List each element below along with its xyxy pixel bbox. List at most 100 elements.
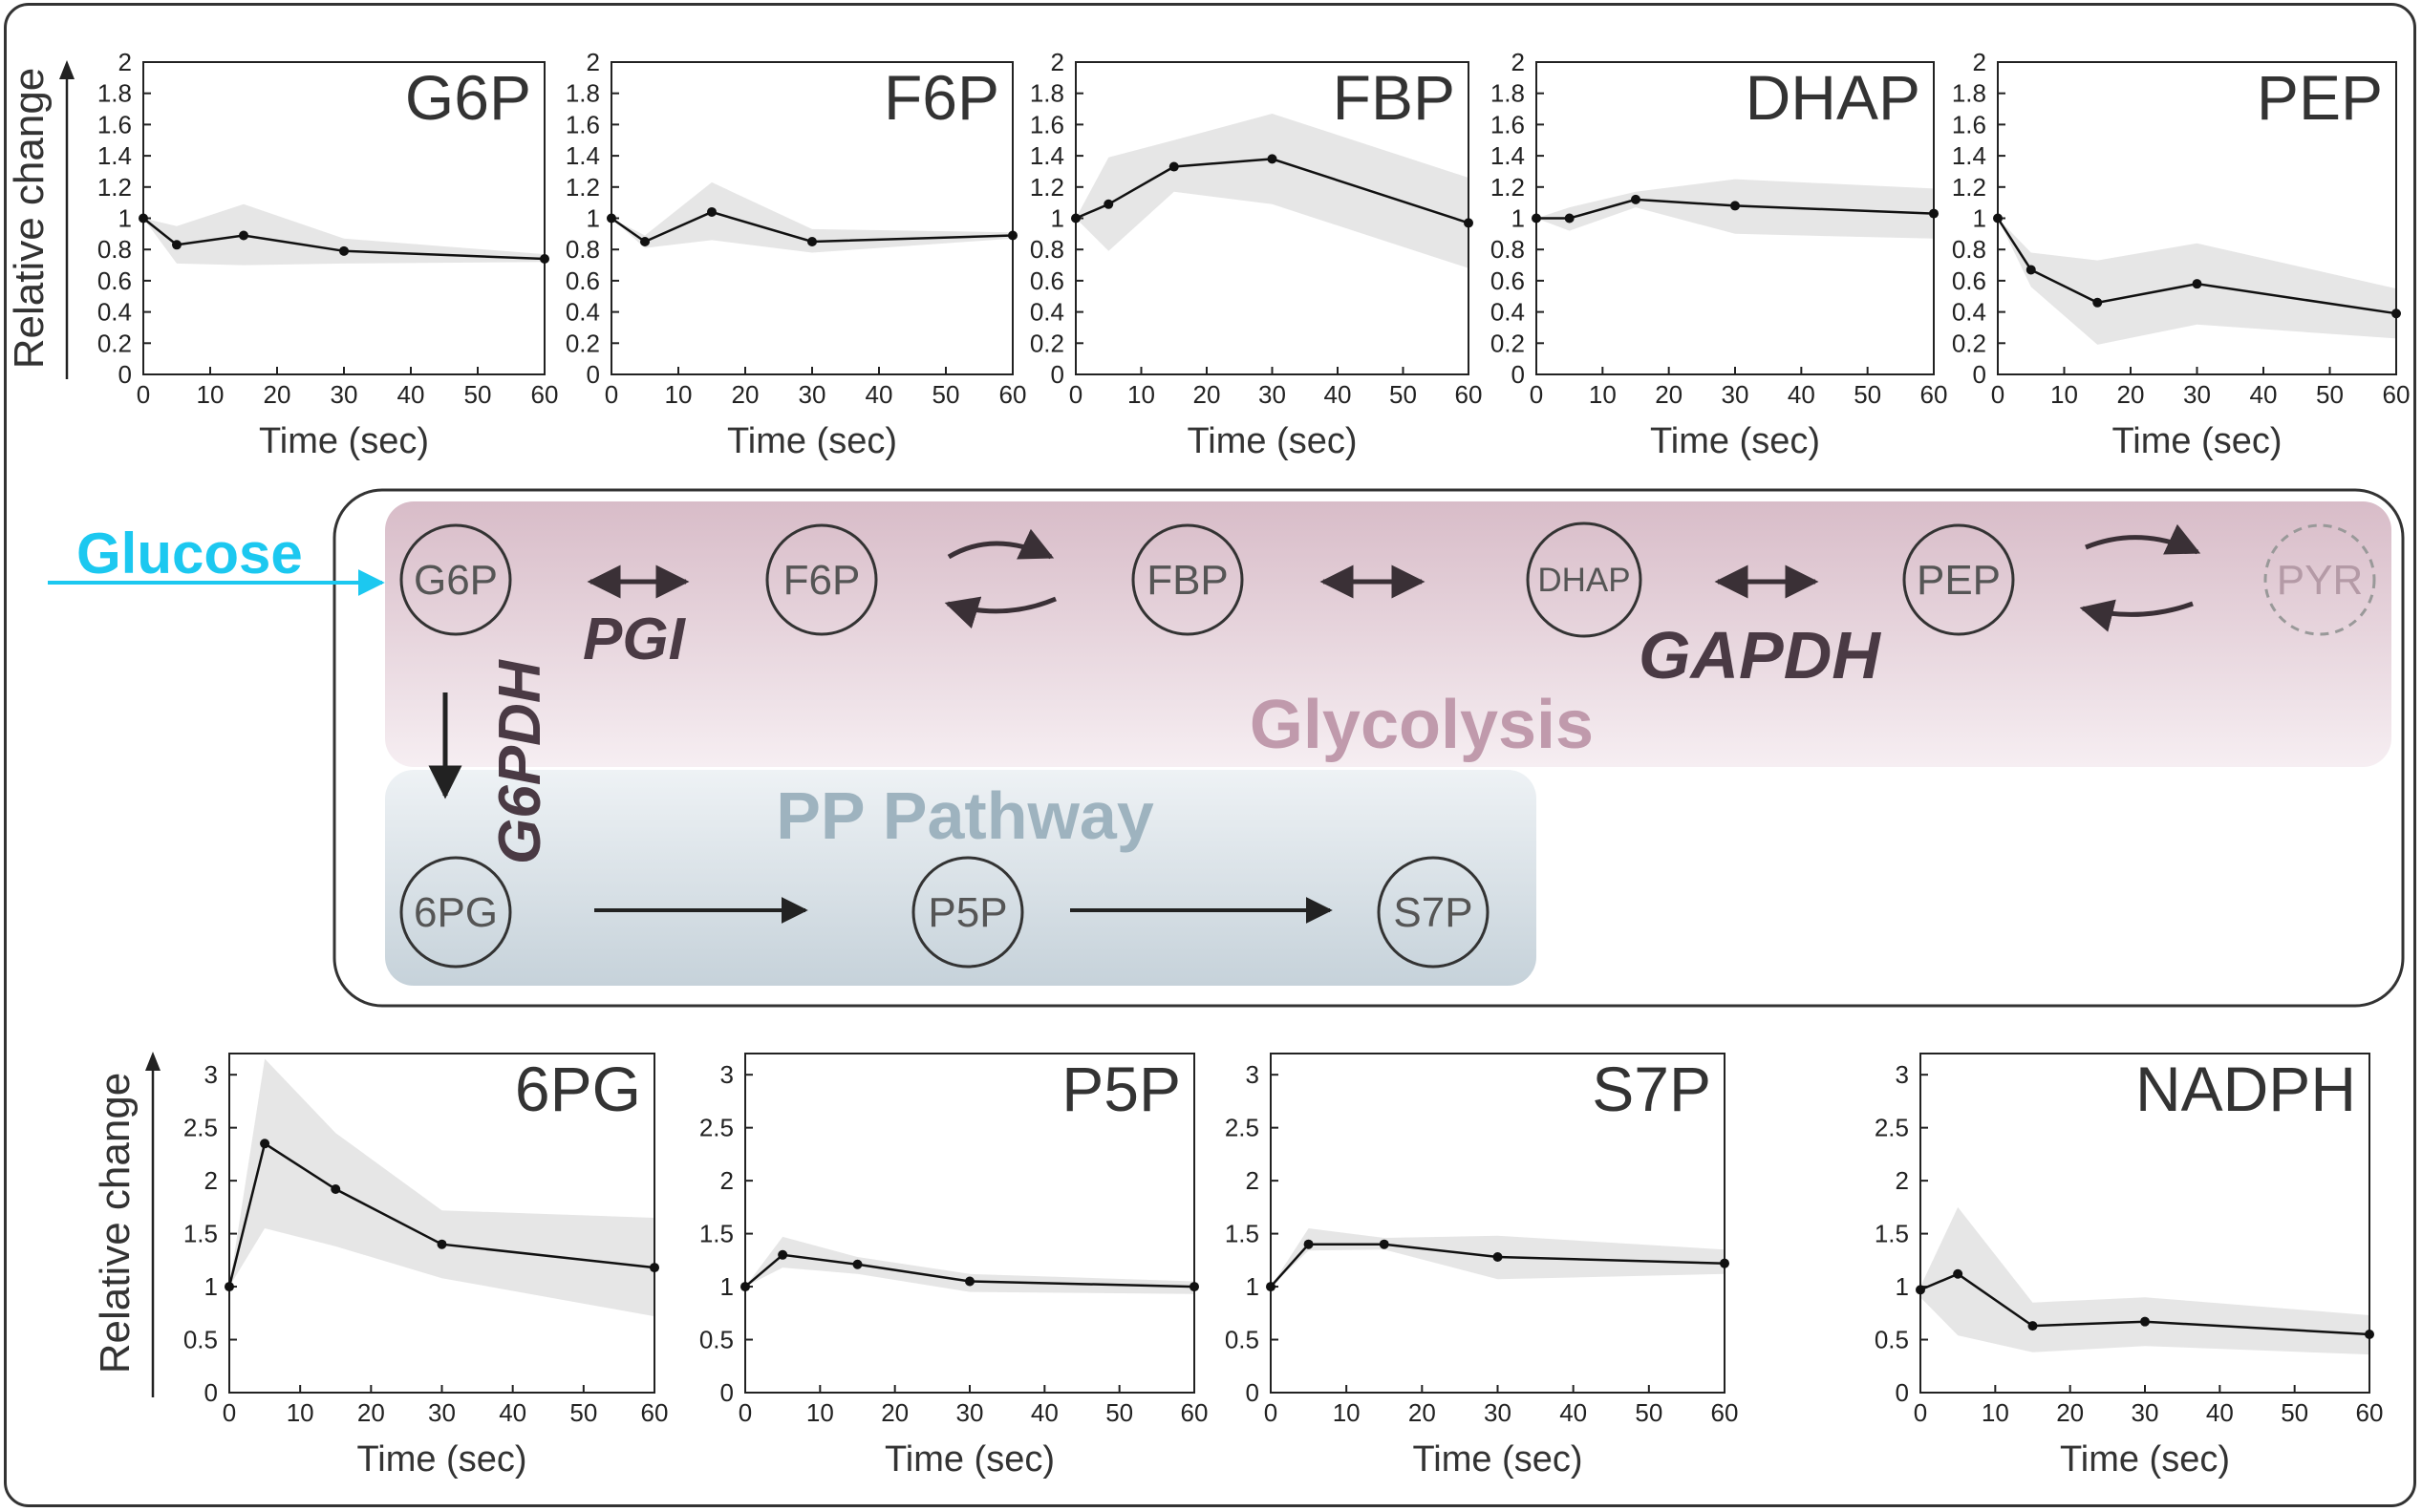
chart-p5p-xtick-label: 60 [1181,1398,1209,1427]
chart-p5p-point [965,1276,975,1287]
chart-fbp-ytick-label: 0 [1051,360,1064,389]
chart-6pg-ylabel: Relative change [92,1073,139,1374]
chart-g6p-ytick-label: 1.8 [97,79,132,108]
enzyme-pgi: PGI [583,607,687,672]
glycolysis-label: Glycolysis [1250,687,1594,763]
chart-nadph-xtick-label: 0 [1914,1398,1927,1427]
chart-f6p-xtick-label: 40 [866,380,893,409]
chart-f6p-xtick-label: 60 [999,380,1027,409]
chart-dhap-point [1631,194,1640,204]
chart-g6p-point [172,240,182,250]
chart-p5p-xtick-label: 10 [806,1398,834,1427]
chart-dhap-point [1929,208,1939,219]
chart-g6p-xtick-label: 40 [397,380,425,409]
chart-fbp-ytick-label: 1.8 [1030,79,1064,108]
glucose-label: Glucose [76,522,303,586]
chart-s7p-ytick-label: 1.5 [1225,1220,1259,1248]
chart-p5p-ytick-label: 0.5 [699,1326,734,1354]
chart-fbp-xlabel: Time (sec) [1187,421,1357,461]
chart-g6p-point [339,245,349,256]
chart-nadph-band [1920,1206,2369,1355]
chart-pep-ytick-label: 0 [1973,360,1986,389]
chart-f6p-ytick-label: 2 [587,48,600,76]
chart-6pg-xtick-label: 40 [499,1398,526,1427]
chart-nadph-ytick-label: 3 [1896,1060,1909,1089]
node-pyr-label: PYR [2277,557,2363,604]
chart-f6p-xtick-label: 0 [605,380,618,409]
chart-f6p-ytick-label: 0 [587,360,600,389]
chart-g6p-ytick-label: 0.2 [97,329,132,357]
chart-fbp-xtick-label: 60 [1455,380,1483,409]
chart-pep-ytick-label: 0.6 [1952,266,1986,295]
chart-g6p-ytick-label: 0.8 [97,235,132,264]
chart-pep-ytick-label: 1.6 [1952,110,1986,138]
chart-dhap-ytick-label: 0.4 [1490,298,1525,327]
chart-6pg-point [331,1184,341,1194]
chart-f6p: 0 10 20 30 40 50 6000.20.40.60.811.21.41.61.82… [566,48,1027,461]
node-pep: PEP [1902,523,2015,636]
chart-g6p-ytick-label: 0.4 [97,298,132,327]
chart-pep-point [2391,309,2401,319]
chart-nadph-point [2140,1316,2150,1327]
chart-fbp-xtick-label: 40 [1324,380,1352,409]
chart-s7p-point [1303,1239,1314,1249]
chart-6pg-band [229,1058,654,1317]
chart-g6p-band [143,203,545,266]
chart-nadph-point [2027,1321,2038,1331]
chart-6pg-point [225,1282,234,1292]
chart-p5p-point [1190,1282,1199,1292]
chart-p5p-xtick-label: 0 [739,1398,752,1427]
chart-pep-xtick-label: 0 [1991,380,2004,409]
chart-fbp-point [1168,161,1179,172]
chart-f6p-ytick-label: 1.2 [566,173,600,202]
chart-nadph-xtick-label: 60 [2356,1398,2384,1427]
chart-g6p-xtick-label: 10 [197,380,225,409]
chart-fbp-ytick-label: 0.6 [1030,266,1064,295]
chart-pep-point [2092,297,2103,308]
chart-dhap-ytick-label: 0.8 [1490,235,1525,264]
chart-s7p-xtick-label: 40 [1559,1398,1587,1427]
chart-p5p-ytick-label: 2.5 [699,1114,734,1142]
chart-g6p-ytick-label: 0 [118,360,132,389]
node-p5p: P5P [911,856,1024,969]
chart-fbp-title: FBP [1333,62,1455,133]
chart-dhap-ytick-label: 0.6 [1490,266,1525,295]
chart-nadph-title: NADPH [2135,1054,2356,1124]
node-g6p: G6P [399,523,512,636]
chart-6pg-xtick-label: 30 [428,1398,456,1427]
chart-pep-ytick-label: 0.2 [1952,329,1986,357]
node-pep-label: PEP [1917,557,2001,604]
chart-pep-point [2192,279,2202,289]
chart-g6p: 0 10 20 30 40 50 6000.20.40.60.811.21.41.61.82… [6,48,558,461]
chart-g6p-xtick-label: 0 [137,380,150,409]
chart-s7p-point [1379,1239,1389,1249]
chart-g6p-xtick-label: 20 [264,380,291,409]
chart-pep-point [1993,213,2003,224]
chart-dhap-xtick-label: 0 [1530,380,1543,409]
pp-pathway-label: PP Pathway [776,778,1154,853]
chart-dhap-xtick-label: 10 [1589,380,1617,409]
chart-s7p-ytick-label: 0 [1246,1378,1259,1407]
chart-p5p-point [778,1249,788,1260]
chart-nadph-ytick-label: 2 [1896,1166,1909,1195]
chart-g6p-yaxis-arrow-head [59,60,75,79]
chart-f6p-ytick-label: 0.6 [566,266,600,295]
chart-6pg-xtick-label: 10 [287,1398,314,1427]
chart-g6p-xtick-label: 50 [464,380,492,409]
chart-6pg-ytick-label: 0.5 [183,1326,218,1354]
chart-pep-ytick-label: 2 [1973,48,1986,76]
chart-p5p-point [852,1259,863,1269]
chart-s7p-point [1266,1282,1275,1292]
chart-nadph-ytick-label: 2.5 [1875,1114,1909,1142]
chart-6pg-xtick-label: 50 [569,1398,597,1427]
chart-s7p-title: S7P [1592,1054,1711,1124]
chart-dhap-ytick-label: 1.6 [1490,110,1525,138]
chart-s7p-ytick-label: 2.5 [1225,1114,1259,1142]
chart-f6p-point [707,206,717,217]
chart-nadph-xtick-label: 10 [1982,1398,2009,1427]
chart-p5p: 0 10 20 30 40 50 60 0 0.5 1 1.5 2 2.5 3 P5P Time (sec) [699,1053,1209,1480]
chart-f6p-band [611,181,1013,253]
chart-s7p-point [1492,1252,1503,1262]
chart-pep-title: PEP [2257,62,2383,133]
chart-6pg-ytick-label: 1 [204,1272,218,1301]
